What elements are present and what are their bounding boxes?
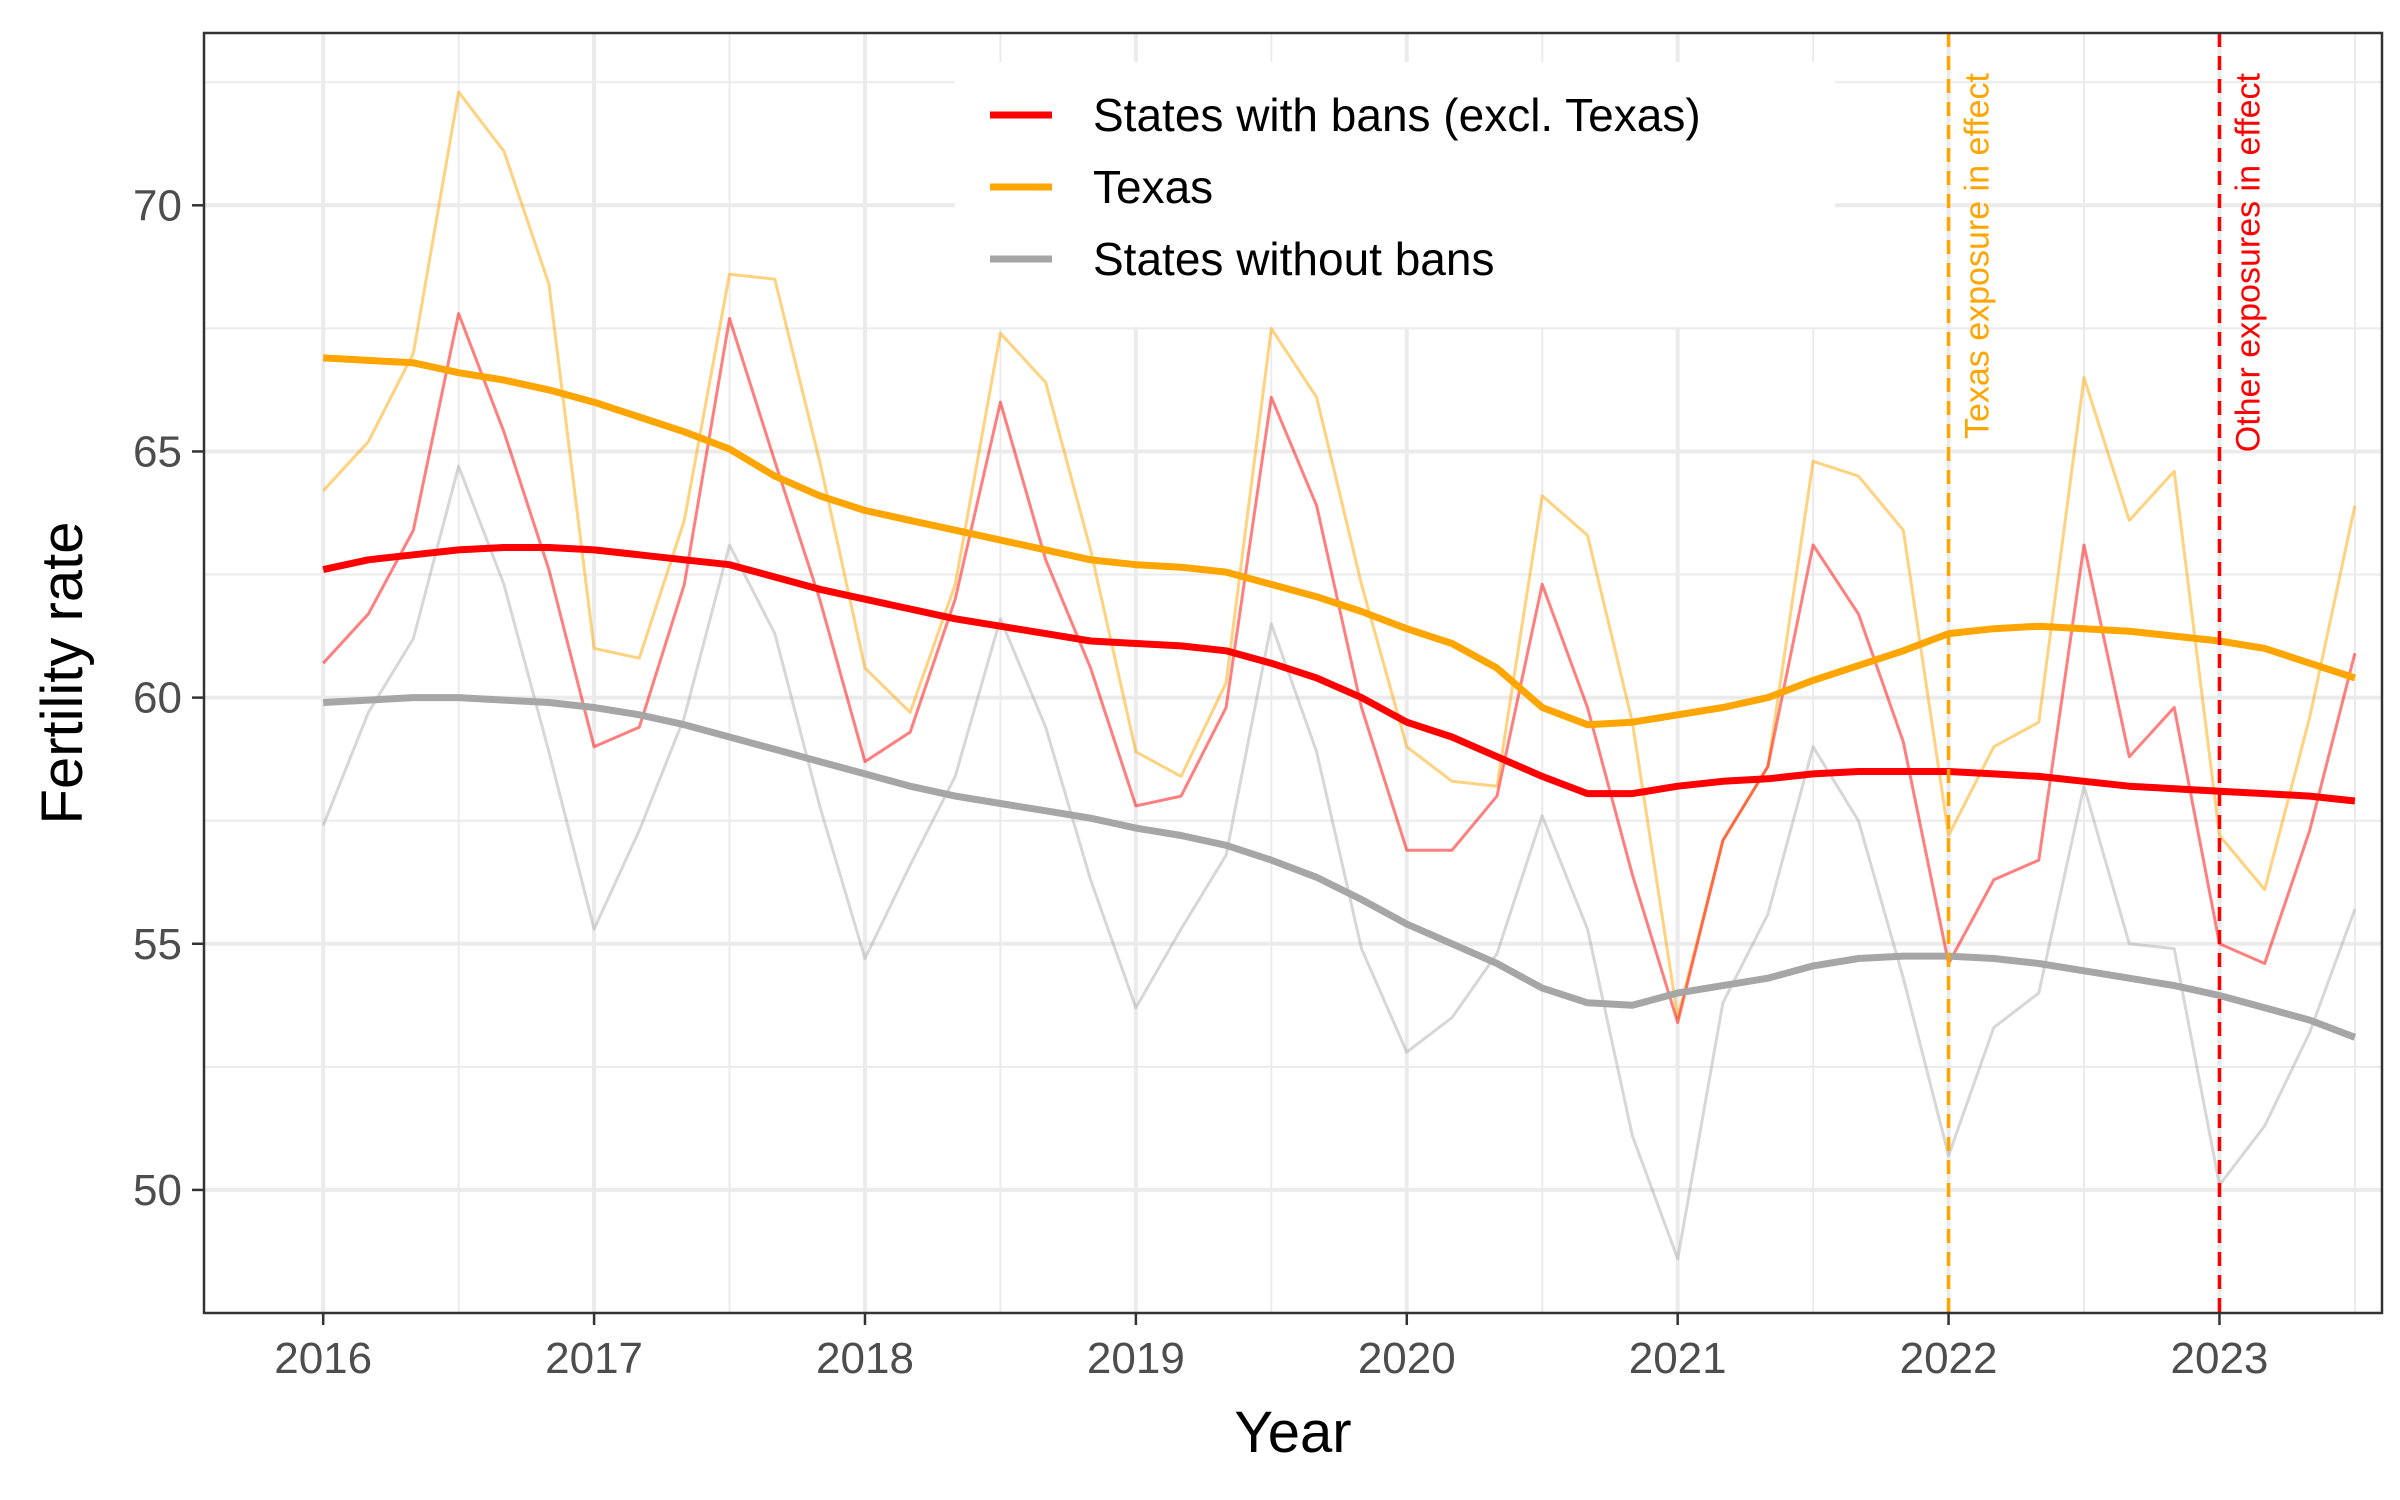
- trend-line-1: [323, 354, 2356, 729]
- x-tick-label: 2017: [545, 1334, 643, 1383]
- x-tick-label: 2019: [1087, 1334, 1185, 1383]
- exposure-lines: Texas exposure in effect Other exposures …: [1946, 33, 2267, 1313]
- legend: States with bans (excl. Texas) Texas State…: [955, 62, 1835, 327]
- y-tick-label: 70: [133, 181, 182, 230]
- trend-line-2: [323, 694, 2357, 1041]
- trend-series-lines: [322, 354, 2357, 1041]
- plot-border: [202, 31, 2384, 1315]
- legend-label-1: Texas: [1093, 161, 1213, 213]
- y-tick-label: 65: [133, 427, 182, 476]
- exposure-label-1: Other exposures in effect: [2229, 72, 2267, 452]
- raw-line-1: [322, 90, 2357, 1020]
- y-tick-label: 55: [133, 920, 182, 969]
- x-tick-label: 2023: [2171, 1334, 2269, 1383]
- trend-line-0: [322, 544, 2356, 805]
- x-tick-label: 2018: [816, 1334, 914, 1383]
- x-axis-title: Year: [1234, 1400, 1351, 1465]
- y-axis-title: Fertility rate: [30, 522, 95, 825]
- y-tick-label: 60: [133, 674, 182, 723]
- y-tick-label: 50: [133, 1166, 182, 1215]
- x-tick-label: 2020: [1358, 1334, 1456, 1383]
- exposure-label-0: Texas exposure in effect: [1959, 72, 1997, 439]
- legend-label-2: States without bans: [1093, 233, 1494, 285]
- x-tick-label: 2016: [274, 1334, 372, 1383]
- legend-background: [955, 62, 1835, 327]
- legend-label-0: States with bans (excl. Texas): [1093, 89, 1701, 141]
- x-tick-label: 2021: [1629, 1334, 1727, 1383]
- axes: 2016 2017 2018 2019 2020 2021 2022 2023 50 55 60 65…: [133, 181, 2268, 1383]
- x-tick-label: 2022: [1900, 1334, 1998, 1383]
- raw-line-2: [321, 464, 2357, 1261]
